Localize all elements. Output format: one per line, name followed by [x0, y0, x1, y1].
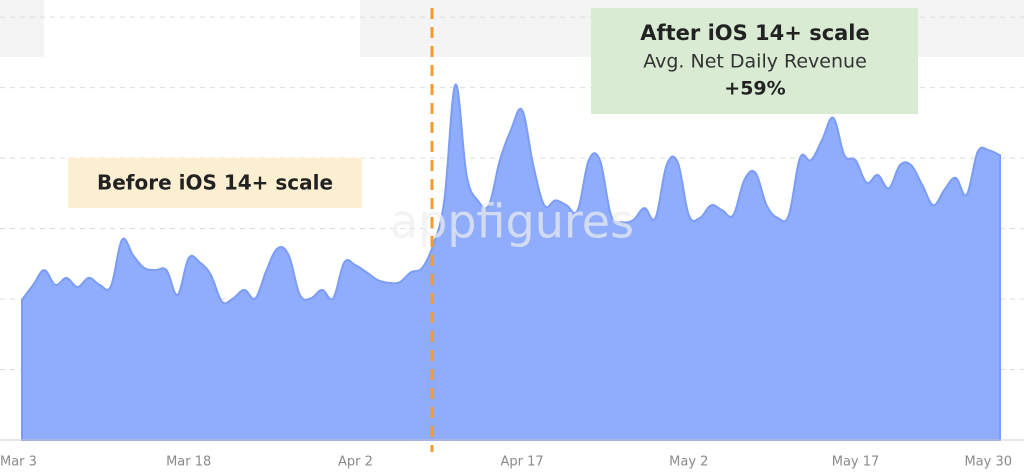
- x-tick-label: Mar 18: [166, 455, 211, 470]
- x-tick-label: May 17: [832, 455, 880, 470]
- x-tick-label: Apr 2: [338, 455, 373, 470]
- before-label: Before iOS 14+ scale: [97, 171, 333, 195]
- area: [21, 83, 1001, 441]
- x-tick-label: Mar 3: [0, 455, 37, 470]
- after-subtitle: Avg. Net Daily Revenue: [643, 51, 867, 73]
- x-tick-label: Apr 17: [501, 455, 544, 470]
- after-box: [591, 8, 918, 114]
- header-tab: [44, 0, 360, 57]
- after-change: +59%: [724, 78, 785, 100]
- x-tick-label: May 30: [964, 455, 1012, 470]
- after-label: After iOS 14+ scale: [640, 21, 870, 45]
- x-tick-label: May 2: [669, 455, 708, 470]
- watermark: appfigures: [390, 195, 634, 249]
- before-box: [68, 158, 362, 208]
